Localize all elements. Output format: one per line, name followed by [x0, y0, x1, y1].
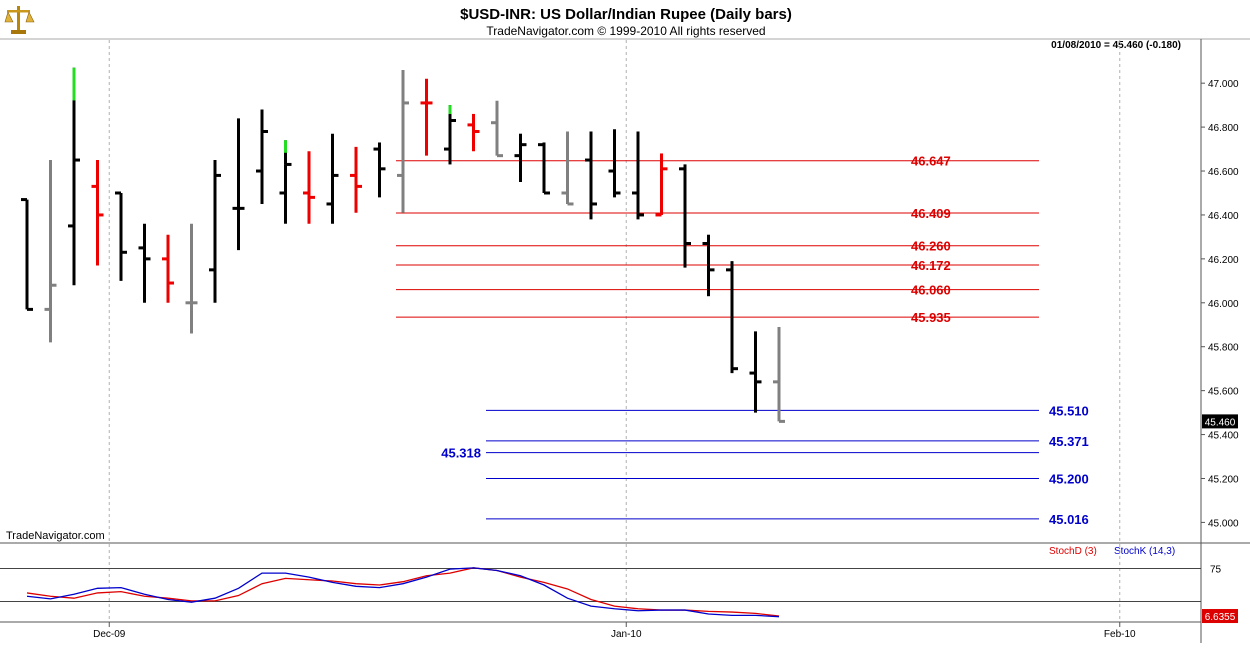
resistance-label: 46.060 [911, 283, 951, 298]
support-label: 45.016 [1049, 512, 1089, 527]
price-tick-label: 46.000 [1208, 299, 1239, 310]
support-label: 45.200 [1049, 471, 1089, 486]
stoch-d-line [26, 567, 780, 617]
ohlc-bar [608, 129, 621, 198]
price-tick-label: 45.400 [1208, 431, 1239, 442]
last-price-label: 45.460 [1205, 417, 1236, 428]
price-tick-label: 47.000 [1208, 79, 1239, 90]
oscillator-last-value: 6.6355 [1205, 612, 1236, 623]
watermark: TradeNavigator.com [6, 530, 105, 542]
oscillator-tick-label: 75 [1210, 565, 1222, 576]
date-tick-label: Jan-10 [611, 629, 642, 640]
price-tick-label: 46.200 [1208, 255, 1239, 266]
ohlc-bar [749, 331, 762, 413]
ohlc-bar [632, 131, 644, 220]
ohlc-bar [702, 234, 715, 297]
support-label: 45.318 [441, 446, 481, 461]
ohlc-bar [232, 118, 245, 251]
ohlc-bar [115, 191, 127, 281]
ohlc-bar [538, 142, 550, 195]
ohlc-bar [44, 160, 57, 343]
ohlc-bar [68, 67, 80, 286]
legend-stoch-k: StochK (14,3) [1114, 546, 1175, 557]
price-tick-label: 45.600 [1208, 387, 1239, 398]
ohlc-bar [373, 142, 386, 198]
date-tick-label: Dec-09 [93, 629, 126, 640]
oscillator-last-value-marker [1202, 609, 1238, 624]
support-label: 45.371 [1049, 434, 1089, 449]
ohlc-bar [679, 164, 691, 268]
stoch-k-line [26, 567, 780, 618]
resistance-label: 46.172 [911, 258, 951, 273]
resistance-label: 46.409 [911, 206, 951, 221]
legend-stoch-d: StochD (3) [1049, 546, 1097, 557]
ohlc-bar [420, 78, 433, 156]
ohlc-bar [397, 70, 409, 213]
resistance-label: 45.935 [911, 310, 951, 325]
ohlc-bar [585, 131, 597, 220]
ohlc-bar [350, 146, 362, 213]
ohlc-bar [491, 100, 503, 158]
ohlc-bar [91, 160, 104, 266]
ohlc-bar [162, 234, 174, 303]
ohlc-bar [185, 223, 198, 334]
ohlc-bar [773, 326, 785, 423]
ohlc-bar [209, 160, 221, 303]
ohlc-bar [279, 140, 292, 224]
ohlc-bar [561, 131, 574, 206]
ohlc-bar [655, 153, 668, 217]
price-tick-label: 45.000 [1208, 518, 1239, 529]
ohlc-bar [303, 151, 315, 224]
support-label: 45.510 [1049, 403, 1089, 418]
date-tick-label: Feb-10 [1104, 629, 1136, 640]
price-tick-label: 45.200 [1208, 474, 1239, 485]
ohlc-bar [256, 109, 268, 204]
ohlc-bar [138, 223, 151, 303]
price-tick-label: 46.400 [1208, 211, 1239, 222]
price-tick-label: 46.800 [1208, 123, 1239, 134]
ohlc-bar [21, 198, 33, 311]
resistance-label: 46.647 [911, 154, 951, 169]
scale-icon [4, 6, 35, 34]
ohlc-bar [467, 113, 480, 152]
ohlc-bar [444, 105, 456, 165]
ohlc-bar [726, 261, 738, 374]
ohlc-bar [514, 133, 527, 183]
price-tick-label: 46.600 [1208, 167, 1239, 178]
price-tick-label: 45.800 [1208, 343, 1239, 354]
resistance-label: 46.260 [911, 239, 951, 254]
ohlc-bar [326, 133, 339, 224]
last-value-readout: 01/08/2010 = 45.460 (-0.180) [1051, 40, 1181, 51]
chart-subtitle: TradeNavigator.com © 1999-2010 All right… [486, 24, 765, 38]
last-price-marker [1202, 414, 1238, 429]
chart-title: $USD-INR: US Dollar/Indian Rupee (Daily … [460, 6, 792, 23]
